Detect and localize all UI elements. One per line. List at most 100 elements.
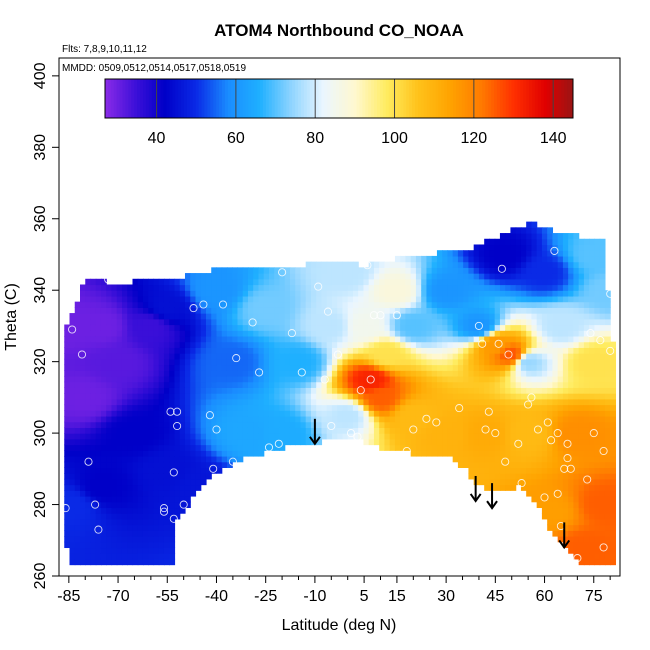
heatmap-cell	[589, 278, 596, 286]
heatmap-cell	[468, 341, 475, 348]
heatmap-cell	[604, 490, 611, 497]
heatmap-cell	[510, 324, 517, 331]
heatmap-cell	[347, 370, 354, 377]
heatmap-cell	[405, 284, 412, 291]
heatmap-cell	[589, 261, 596, 268]
heatmap-cell	[274, 267, 281, 274]
heatmap-cell	[326, 324, 333, 331]
heatmap-cell	[573, 450, 580, 457]
heatmap-cell	[562, 393, 569, 400]
heatmap-cell	[90, 524, 97, 531]
heatmap-cell	[274, 284, 281, 291]
heatmap-cell	[484, 307, 491, 314]
heatmap-cell	[163, 307, 170, 314]
heatmap-cell	[520, 370, 527, 377]
heatmap-cell	[106, 473, 113, 480]
heatmap-cell	[80, 284, 86, 291]
heatmap-cell	[400, 353, 407, 360]
colorbar-segment	[546, 79, 551, 118]
heatmap-cell	[111, 295, 118, 303]
heatmap-cell	[253, 427, 260, 434]
heatmap-cell	[389, 330, 396, 337]
heatmap-cell	[158, 290, 165, 297]
heatmap-cell	[295, 375, 302, 383]
heatmap-cell	[174, 415, 181, 423]
heatmap-cell	[226, 353, 233, 360]
heatmap-cell	[85, 278, 92, 286]
heatmap-cell	[284, 353, 291, 360]
heatmap-cell	[389, 387, 396, 394]
heatmap-cell	[379, 370, 386, 377]
heatmap-cell	[190, 318, 197, 326]
heatmap-cell	[552, 335, 559, 343]
heatmap-cell	[284, 375, 291, 383]
heatmap-cell	[132, 307, 139, 314]
heatmap-cell	[321, 387, 328, 394]
heatmap-cell	[562, 238, 569, 246]
heatmap-cell	[421, 433, 428, 440]
heatmap-cell	[421, 278, 428, 286]
sample-point	[68, 325, 77, 334]
heatmap-cell	[547, 295, 554, 303]
heatmap-cell	[610, 558, 617, 566]
heatmap-cell	[363, 381, 370, 388]
heatmap-cell	[515, 358, 522, 366]
heatmap-cell	[457, 341, 464, 348]
heatmap-cell	[153, 370, 160, 377]
heatmap-cell	[379, 284, 386, 291]
heatmap-cell	[541, 461, 548, 468]
heatmap-cell	[190, 364, 197, 371]
heatmap-cell	[242, 358, 249, 366]
heatmap-cell	[384, 398, 391, 406]
heatmap-cell	[95, 295, 102, 303]
heatmap-cell	[368, 301, 375, 308]
heatmap-cell	[237, 301, 244, 308]
heatmap-cell	[100, 301, 107, 308]
heatmap-cell	[394, 404, 401, 411]
heatmap-cell	[268, 415, 275, 423]
colorbar-segment	[222, 79, 226, 118]
colorbar-segment	[426, 79, 431, 118]
heatmap-cell	[258, 433, 265, 440]
heatmap-cell	[541, 455, 548, 463]
heatmap-cell	[505, 387, 512, 394]
heatmap-cell	[526, 421, 533, 428]
colorbar-segment	[339, 79, 343, 118]
heatmap-cell	[74, 427, 81, 434]
heatmap-cell	[389, 273, 396, 280]
heatmap-cell	[400, 387, 407, 394]
heatmap-cell	[547, 335, 554, 343]
heatmap-cell	[184, 495, 191, 503]
heatmap-cell	[190, 410, 197, 417]
heatmap-cell	[431, 290, 438, 297]
heatmap-cell	[599, 478, 606, 486]
heatmap-cell	[326, 364, 333, 371]
heatmap-cell	[337, 415, 344, 423]
heatmap-cell	[179, 398, 186, 406]
heatmap-cell	[552, 370, 559, 377]
heatmap-cell	[468, 301, 475, 308]
heatmap-cell	[190, 358, 197, 366]
heatmap-cell	[583, 284, 590, 291]
heatmap-cell	[132, 530, 139, 537]
heatmap-cell	[174, 484, 181, 491]
heatmap-cell	[557, 507, 564, 514]
heatmap-cell	[190, 375, 197, 383]
heatmap-cell	[148, 301, 155, 308]
heatmap-cell	[594, 341, 601, 348]
heatmap-cell	[179, 467, 186, 474]
heatmap-cell	[400, 370, 407, 377]
heatmap-cell	[552, 438, 559, 446]
heatmap-cell	[142, 495, 149, 503]
heatmap-cell	[268, 278, 275, 286]
heatmap-cell	[478, 393, 485, 400]
heatmap-cell	[148, 444, 155, 451]
heatmap-cell	[368, 370, 375, 377]
heatmap-cell	[153, 524, 160, 531]
heatmap-cell	[557, 233, 564, 240]
heatmap-cell	[169, 284, 176, 291]
heatmap-cell	[499, 450, 506, 457]
heatmap-cell	[142, 278, 149, 286]
heatmap-cell	[158, 324, 165, 331]
heatmap-cell	[132, 438, 139, 446]
